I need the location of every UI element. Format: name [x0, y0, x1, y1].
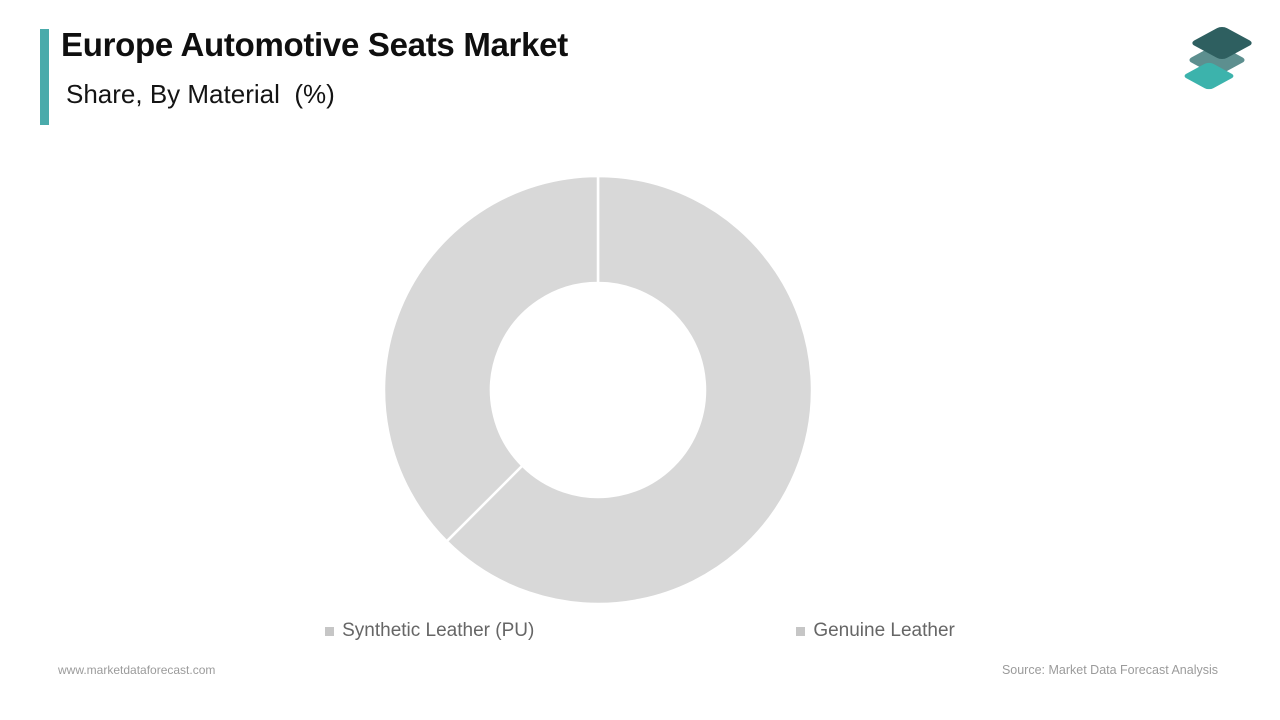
website-url: www.marketdataforecast.com [58, 663, 216, 677]
legend-marker-icon [796, 626, 806, 636]
legend-item-synthetic-leather: Synthetic Leather (PU) [325, 620, 534, 642]
donut-segment-1 [382, 174, 600, 544]
chart-legend: Synthetic Leather (PU) Genuine Leather [0, 620, 1280, 642]
legend-label: Genuine Leather [813, 620, 955, 641]
market-data-forecast-logo-icon [1184, 27, 1252, 90]
legend-item-genuine-leather: Genuine Leather [796, 620, 955, 642]
legend-label: Synthetic Leather (PU) [342, 620, 535, 641]
donut-chart-svg [382, 174, 814, 606]
page-subtitle: Share, By Material (%) [66, 79, 335, 109]
source-attribution: Source: Market Data Forecast Analysis [1001, 663, 1218, 677]
donut-chart [378, 170, 818, 610]
page-title: Europe Automotive Seats Market [61, 26, 568, 63]
donut-segment-0 [444, 174, 814, 606]
title-accent-bar [40, 29, 49, 125]
legend-marker-icon [325, 626, 335, 636]
